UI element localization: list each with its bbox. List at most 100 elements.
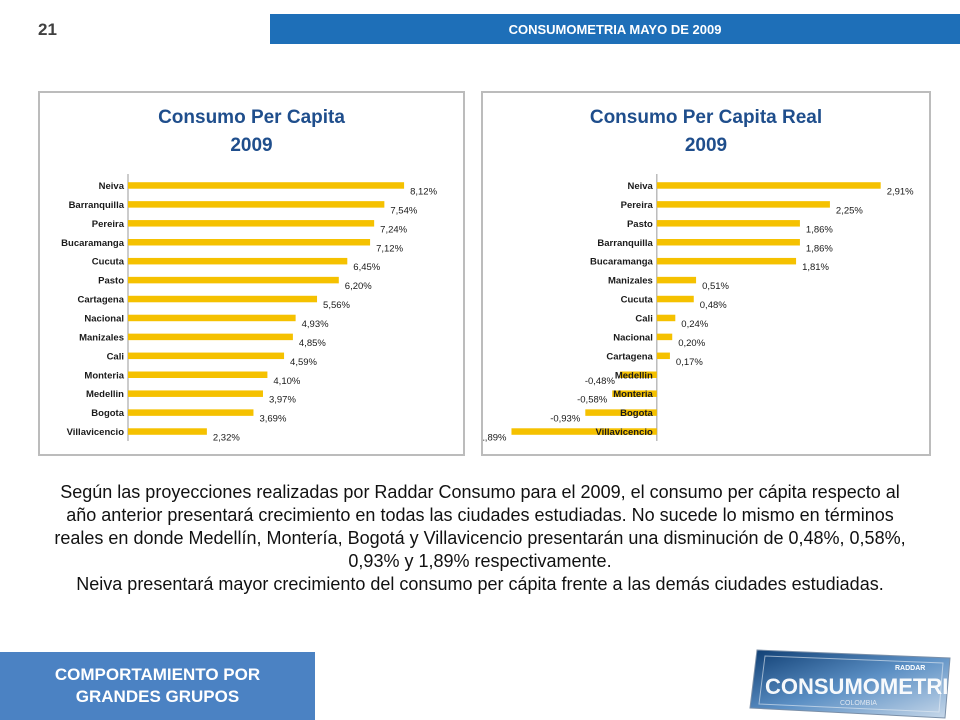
bar [619, 371, 657, 378]
category-label: Nacional [613, 332, 653, 343]
category-label: Monteria [84, 370, 124, 381]
data-label: 8,12% [410, 186, 437, 197]
category-label: Cali [635, 313, 652, 324]
data-label: 4,85% [299, 338, 326, 349]
data-label: 1,81% [802, 262, 829, 273]
bar [585, 409, 657, 416]
data-label: 7,54% [390, 205, 417, 216]
category-label: Pereira [621, 200, 654, 211]
category-label: Neiva [627, 181, 653, 192]
bar [128, 390, 263, 397]
consumometria-logo: CONSUMOMETRIA RADDAR COLOMBIA [749, 649, 960, 719]
data-label: 4,59% [290, 357, 317, 368]
data-label: 2,32% [213, 433, 240, 444]
header-bar: CONSUMOMETRIA MAYO DE 2009 [270, 14, 960, 44]
page-number: 21 [38, 20, 57, 39]
bar [128, 314, 296, 322]
bar [656, 333, 673, 341]
data-label: 5,56% [323, 300, 350, 311]
data-label: 1,86% [806, 224, 833, 235]
data-label: 4,10% [273, 376, 300, 387]
category-label: Cucuta [92, 257, 125, 268]
category-label: Cucuta [621, 295, 654, 306]
bar [656, 201, 830, 208]
data-label: 0,24% [681, 319, 708, 330]
body-text: Según las proyecciones realizadas por Ra… [50, 481, 910, 596]
data-label: 6,45% [353, 262, 380, 273]
category-label: Cali [107, 351, 124, 362]
bar [128, 276, 339, 284]
category-label: Manizales [608, 276, 653, 287]
data-label: 4,93% [302, 319, 329, 330]
data-label: 2,91% [887, 186, 914, 197]
bar [656, 314, 676, 322]
data-label: 0,51% [702, 281, 729, 292]
data-label: 7,12% [376, 243, 403, 254]
section-footer: COMPORTAMIENTO POR GRANDES GRUPOS [0, 652, 315, 720]
footer-line-2: GRANDES GRUPOS [75, 687, 240, 706]
category-label: Villavicencio [595, 427, 653, 438]
bar [128, 352, 285, 360]
data-label: 0,48% [700, 300, 727, 311]
bar [656, 257, 797, 265]
category-label: Pereira [92, 219, 125, 230]
bar [511, 428, 657, 435]
bar [128, 409, 254, 416]
chart-svg-real: Consumo Per Capita Real 2009 Neiva 2,91% Per… [483, 107, 914, 444]
category-label: Barranquilla [597, 238, 653, 249]
bar [128, 295, 318, 303]
category-label: Pasto [98, 276, 124, 287]
body-paragraph-1: Según las proyecciones realizadas por Ra… [54, 482, 906, 571]
bar [656, 295, 694, 303]
logo-text: CONSUMOMETRIA [765, 674, 960, 699]
footer-line-1: COMPORTAMIENTO POR [54, 665, 261, 684]
bar [128, 371, 268, 378]
category-label: Manizales [79, 332, 124, 343]
chart-title: Consumo Per Capita Real [590, 107, 822, 128]
category-label: Bogota [620, 408, 653, 419]
bar [128, 333, 293, 341]
data-label: -1,89% [483, 433, 507, 444]
bar [128, 428, 207, 435]
chart-consumo-per-capita-real: Consumo Per Capita Real 2009 Neiva 2,91% Per… [481, 91, 931, 456]
data-label: -0,93% [550, 414, 581, 425]
category-label: Pasto [627, 219, 653, 230]
chart-subtitle: 2009 [685, 135, 727, 156]
chart-subtitle: 2009 [230, 135, 272, 156]
bar [656, 352, 670, 360]
category-label: Medellin [615, 370, 653, 381]
chart-consumo-per-capita: Consumo Per Capita 2009 Neiva 8,12% Barranqu… [38, 91, 465, 456]
data-label: -0,58% [577, 395, 608, 406]
data-label: 0,20% [678, 338, 705, 349]
category-label: Cartagena [606, 351, 653, 362]
bar [128, 220, 375, 227]
category-label: Cartagena [78, 295, 125, 306]
data-label: -0,48% [585, 376, 616, 387]
bar [656, 239, 800, 246]
header-title: CONSUMOMETRIA MAYO DE 2009 [508, 21, 722, 37]
category-label: Villavicencio [67, 427, 125, 438]
data-label: 7,24% [380, 224, 407, 235]
category-label: Medellin [86, 389, 124, 400]
logo-sub: COLOMBIA [840, 700, 877, 707]
data-label: 3,69% [259, 414, 286, 425]
data-label: 6,20% [345, 281, 372, 292]
chart-title: Consumo Per Capita [158, 107, 345, 128]
logo-brand: RADDAR [895, 665, 925, 672]
bar [128, 239, 371, 246]
bar [656, 220, 800, 227]
category-label: Nacional [84, 313, 124, 324]
chart-svg-nominal: Consumo Per Capita 2009 Neiva 8,12% Barranqu… [61, 107, 437, 444]
body-paragraph-2: Neiva presentará mayor crecimiento del c… [76, 574, 884, 594]
bar [656, 182, 881, 189]
bar [656, 276, 697, 284]
data-label: 3,97% [269, 395, 296, 406]
category-label: Neiva [99, 181, 125, 192]
category-label: Barranquilla [69, 200, 125, 211]
bar [128, 257, 348, 265]
data-label: 0,17% [676, 357, 703, 368]
category-label: Bucaramanga [590, 257, 654, 268]
bar [612, 390, 657, 397]
data-label: 2,25% [836, 205, 863, 216]
bar [128, 182, 405, 189]
